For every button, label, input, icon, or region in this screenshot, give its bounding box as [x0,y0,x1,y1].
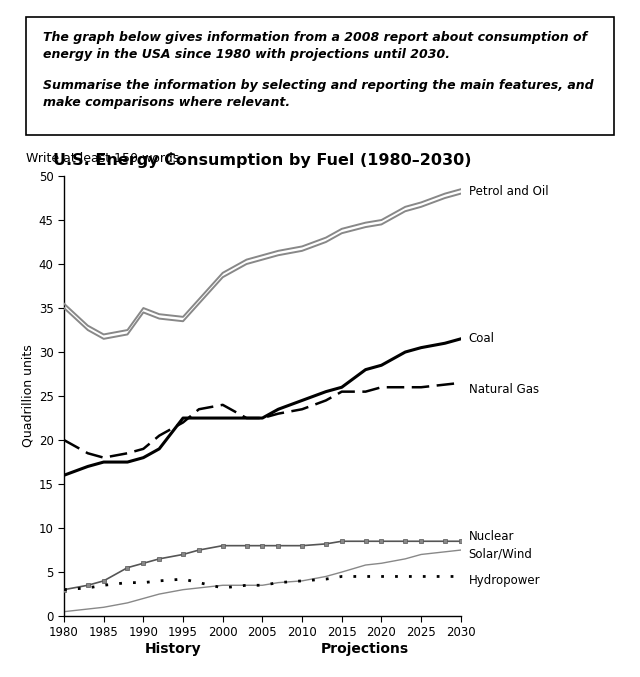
Text: Natural Gas: Natural Gas [468,383,539,395]
Text: The graph below gives information from a 2008 report about consumption of
energy: The graph below gives information from a… [44,31,588,61]
Y-axis label: Quadrillion units: Quadrillion units [22,345,35,447]
Text: Coal: Coal [468,332,495,345]
FancyBboxPatch shape [26,17,614,135]
Text: Solar/Wind: Solar/Wind [468,548,532,561]
Text: Summarise the information by selecting and reporting the main features, and
make: Summarise the information by selecting a… [44,79,594,108]
Text: Projections: Projections [321,642,409,656]
Text: History: History [145,642,201,656]
Text: Write at least 150 words.: Write at least 150 words. [26,152,183,165]
Text: Petrol and Oil: Petrol and Oil [468,185,548,198]
Text: Hydropower: Hydropower [468,574,540,588]
Text: Nuclear: Nuclear [468,530,514,544]
Title: U.S. Energy Consumption by Fuel (1980–2030): U.S. Energy Consumption by Fuel (1980–20… [53,153,472,168]
